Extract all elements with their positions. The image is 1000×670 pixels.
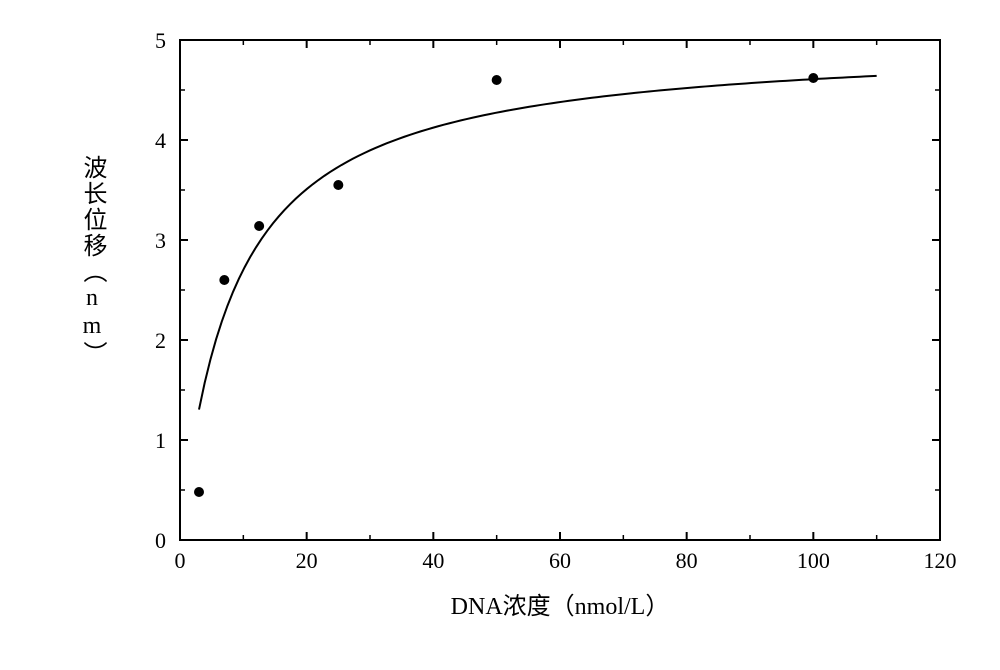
x-tick-label: 80 <box>676 548 698 573</box>
data-point <box>254 221 264 231</box>
data-point <box>333 180 343 190</box>
plot-area <box>180 40 940 540</box>
data-point <box>492 75 502 85</box>
data-point <box>219 275 229 285</box>
y-tick-label: 3 <box>155 228 166 253</box>
x-tick-label: 100 <box>797 548 830 573</box>
y-tick-label: 0 <box>155 528 166 553</box>
x-tick-label: 60 <box>549 548 571 573</box>
y-tick-label: 2 <box>155 328 166 353</box>
y-tick-label: 1 <box>155 428 166 453</box>
x-tick-label: 20 <box>296 548 318 573</box>
y-axis-label: 波长位移（nm） <box>75 155 110 367</box>
x-axis-label: DNA浓度（nmol/L） <box>180 586 940 621</box>
data-point <box>808 73 818 83</box>
data-point <box>194 487 204 497</box>
chart-svg: 0 20 40 60 80 100 120 0 1 2 3 4 5 <box>0 0 1000 670</box>
y-tick-label: 4 <box>155 128 166 153</box>
y-tick-label: 5 <box>155 28 166 53</box>
x-tick-label: 120 <box>924 548 957 573</box>
chart-container: 0 20 40 60 80 100 120 0 1 2 3 4 5 波长位移（nm） DNA浓度（nmo… <box>0 0 1000 670</box>
x-tick-label: 0 <box>175 548 186 573</box>
x-tick-label: 40 <box>422 548 444 573</box>
